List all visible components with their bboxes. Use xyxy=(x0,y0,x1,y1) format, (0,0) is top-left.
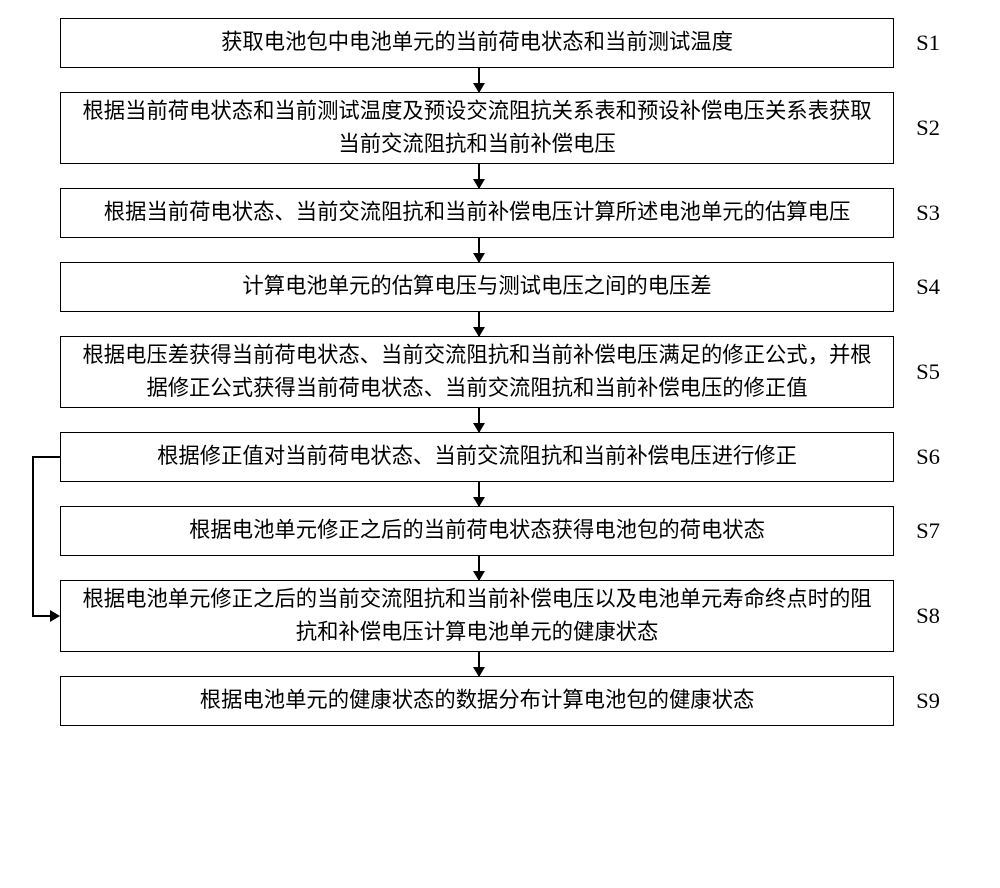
step-row-s7: 根据电池单元修正之后的当前荷电状态获得电池包的荷电状态 S7 xyxy=(60,506,940,556)
step-row-s1: 获取电池包中电池单元的当前荷电状态和当前测试温度 S1 xyxy=(60,18,940,68)
step-box-s6: 根据修正值对当前荷电状态、当前交流阻抗和当前补偿电压进行修正 xyxy=(60,432,894,482)
step-row-s3: 根据当前荷电状态、当前交流阻抗和当前补偿电压计算所述电池单元的估算电压 S3 xyxy=(60,188,940,238)
step-text-s3: 根据当前荷电状态、当前交流阻抗和当前补偿电压计算所述电池单元的估算电压 xyxy=(104,196,851,229)
step-box-s5: 根据电压差获得当前荷电状态、当前交流阻抗和当前补偿电压满足的修正公式，并根 据修… xyxy=(60,336,894,408)
step-box-s7: 根据电池单元修正之后的当前荷电状态获得电池包的荷电状态 xyxy=(60,506,894,556)
arrow-s2-s3 xyxy=(478,164,480,188)
step-row-s4: 计算电池单元的估算电压与测试电压之间的电压差 S4 xyxy=(60,262,940,312)
step-label-s1: S1 xyxy=(916,30,940,56)
step-text-s9: 根据电池单元的健康状态的数据分布计算电池包的健康状态 xyxy=(200,684,755,717)
step-label-s2: S2 xyxy=(916,115,940,141)
step-label-s7: S7 xyxy=(916,518,940,544)
step-label-s8: S8 xyxy=(916,603,940,629)
arrow-s3-s4 xyxy=(478,238,480,262)
step-row-s9: 根据电池单元的健康状态的数据分布计算电池包的健康状态 S9 xyxy=(60,676,940,726)
arrow-s6-s7 xyxy=(478,482,480,506)
step-box-s9: 根据电池单元的健康状态的数据分布计算电池包的健康状态 xyxy=(60,676,894,726)
step-box-s4: 计算电池单元的估算电压与测试电压之间的电压差 xyxy=(60,262,894,312)
step-label-s5: S5 xyxy=(916,359,940,385)
step-label-s3: S3 xyxy=(916,200,940,226)
step-row-s8: 根据电池单元修正之后的当前交流阻抗和当前补偿电压以及电池单元寿命终点时的阻 抗和… xyxy=(60,580,940,652)
arrow-s5-s6 xyxy=(478,408,480,432)
step-text-s2-l2: 当前交流阻抗和当前补偿电压 xyxy=(82,128,871,161)
step-label-s6: S6 xyxy=(916,444,940,470)
step-label-s9: S9 xyxy=(916,688,940,714)
step-label-s4: S4 xyxy=(916,274,940,300)
step-text-s8-l2: 抗和补偿电压计算电池单元的健康状态 xyxy=(82,616,871,649)
step-text-s6: 根据修正值对当前荷电状态、当前交流阻抗和当前补偿电压进行修正 xyxy=(157,440,797,473)
step-box-s1: 获取电池包中电池单元的当前荷电状态和当前测试温度 xyxy=(60,18,894,68)
step-box-s3: 根据当前荷电状态、当前交流阻抗和当前补偿电压计算所述电池单元的估算电压 xyxy=(60,188,894,238)
flowchart-container: 获取电池包中电池单元的当前荷电状态和当前测试温度 S1 根据当前荷电状态和当前测… xyxy=(60,18,940,726)
step-box-s8: 根据电池单元修正之后的当前交流阻抗和当前补偿电压以及电池单元寿命终点时的阻 抗和… xyxy=(60,580,894,652)
step-text-s5-l2: 据修正公式获得当前荷电状态、当前交流阻抗和当前补偿电压的修正值 xyxy=(82,372,871,405)
step-row-s2: 根据当前荷电状态和当前测试温度及预设交流阻抗关系表和预设补偿电压关系表获取 当前… xyxy=(60,92,940,164)
arrow-s1-s2 xyxy=(478,68,480,92)
step-box-s2: 根据当前荷电状态和当前测试温度及预设交流阻抗关系表和预设补偿电压关系表获取 当前… xyxy=(60,92,894,164)
step-text-s7: 根据电池单元修正之后的当前荷电状态获得电池包的荷电状态 xyxy=(189,514,765,547)
step-text-s5-l1: 根据电压差获得当前荷电状态、当前交流阻抗和当前补偿电压满足的修正公式，并根 xyxy=(82,339,871,372)
step-row-s6: 根据修正值对当前荷电状态、当前交流阻抗和当前补偿电压进行修正 S6 xyxy=(60,432,940,482)
step-text-s1: 获取电池包中电池单元的当前荷电状态和当前测试温度 xyxy=(221,26,733,59)
arrow-s8-s9 xyxy=(478,652,480,676)
step-text-s8-l1: 根据电池单元修正之后的当前交流阻抗和当前补偿电压以及电池单元寿命终点时的阻 xyxy=(82,583,871,616)
step-text-s4: 计算电池单元的估算电压与测试电压之间的电压差 xyxy=(242,270,711,303)
arrow-s4-s5 xyxy=(478,312,480,336)
arrow-s7-s8 xyxy=(478,556,480,580)
step-row-s5: 根据电压差获得当前荷电状态、当前交流阻抗和当前补偿电压满足的修正公式，并根 据修… xyxy=(60,336,940,408)
step-text-s2-l1: 根据当前荷电状态和当前测试温度及预设交流阻抗关系表和预设补偿电压关系表获取 xyxy=(82,95,871,128)
